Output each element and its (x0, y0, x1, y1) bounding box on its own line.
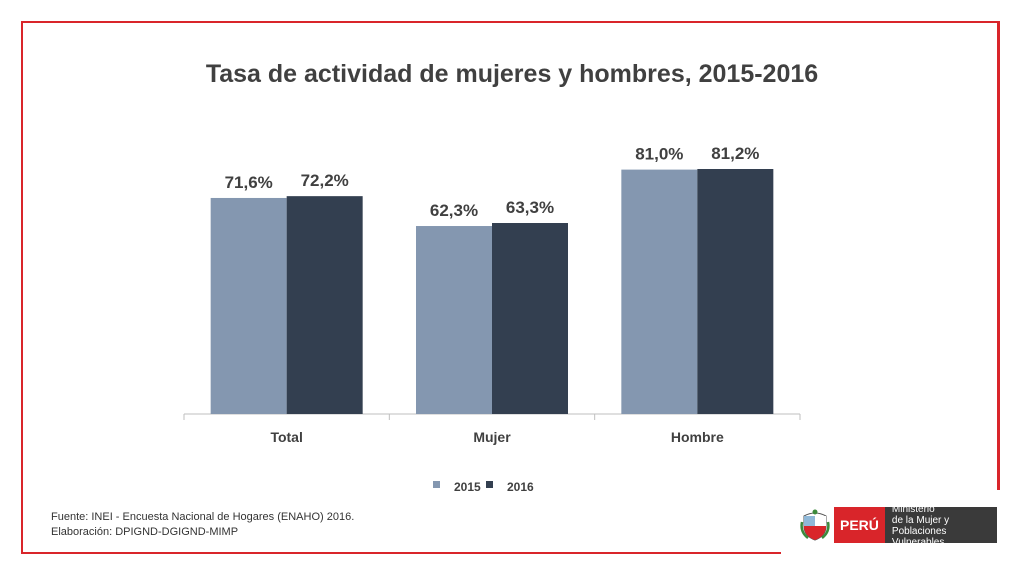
data-label: 81,0% (635, 145, 683, 164)
data-label: 63,3% (506, 198, 554, 217)
chart-title: Tasa de actividad de mujeres y hombres, … (205, 60, 819, 88)
category-label: Mujer (473, 429, 511, 445)
legend-swatch (486, 481, 493, 488)
bar-2015 (416, 226, 492, 414)
slide-frame-bottom (21, 552, 781, 554)
ministry-line: Poblaciones Vulnerables (891, 525, 947, 548)
ministry-name: Ministerio de la Mujer y Poblaciones Vul… (884, 503, 997, 548)
legend-label: 2015 (454, 480, 481, 494)
legend-swatch (433, 481, 440, 488)
source-note: Fuente: INEI - Encuesta Nacional de Hoga… (51, 510, 354, 540)
slide-frame (21, 21, 1000, 554)
bar-2015 (210, 197, 287, 414)
credit-line: Elaboración: DPIGND-DGIGND-MIMP (51, 526, 239, 538)
ministry-line: Ministerio (891, 503, 935, 515)
category-label: Hombre (671, 429, 724, 445)
ministry-line: de la Mujer y (891, 514, 950, 526)
coat-of-arms-icon (800, 508, 830, 542)
data-label: 81,2% (711, 144, 759, 163)
bar-2015 (621, 169, 698, 414)
legend-label: 2016 (507, 480, 534, 494)
peru-label: PERÚ (834, 507, 885, 543)
bar-2016 (697, 169, 774, 414)
category-label: Total (270, 429, 302, 445)
data-label: 71,6% (225, 173, 273, 192)
source-line: Fuente: INEI - Encuesta Nacional de Hoga… (51, 511, 355, 523)
frame-gap (995, 490, 1003, 560)
bar-2016 (492, 223, 568, 414)
ministry-logo: PERÚ Ministerio de la Mujer y Poblacione… (800, 503, 997, 548)
data-label: 72,2% (301, 171, 349, 190)
bar-2016 (286, 196, 363, 414)
data-label: 62,3% (430, 201, 478, 220)
